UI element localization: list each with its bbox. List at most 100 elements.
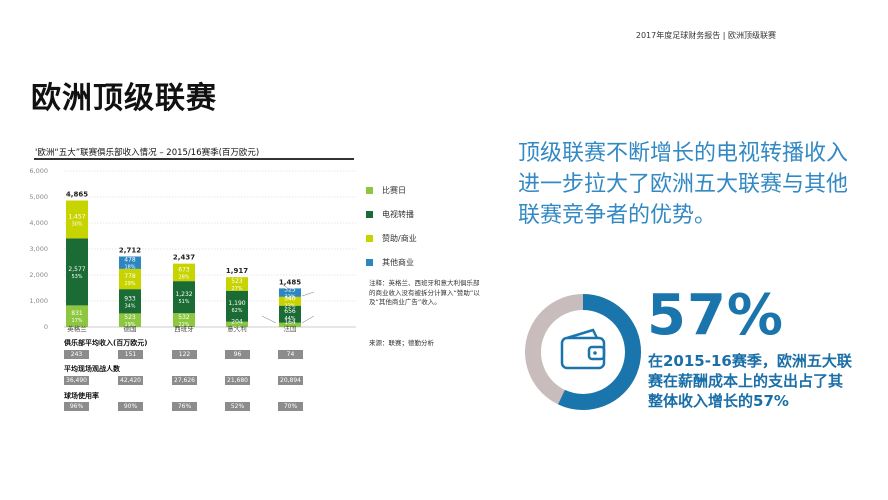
segment-share-label: 27% bbox=[231, 286, 242, 292]
x-category-label: 法国 bbox=[284, 324, 297, 333]
legend-label: 其他商业 bbox=[382, 257, 414, 267]
segment-share-label: 18% bbox=[124, 265, 135, 271]
bar-segment bbox=[226, 290, 248, 322]
segment-value-label: 673 bbox=[178, 266, 190, 273]
legend-label: 电视转播 bbox=[382, 209, 414, 219]
y-tick-label: 2,000 bbox=[29, 271, 48, 279]
x-category-label: 西班牙 bbox=[174, 324, 194, 333]
segment-value-label: 933 bbox=[124, 295, 136, 302]
percentage-donut bbox=[525, 294, 641, 410]
bar-segment bbox=[119, 313, 141, 327]
stat-cell: 122 bbox=[172, 350, 197, 359]
highlight-description: 在2015-16赛季，欧洲五大联赛在薪酬成本上的支出占了其整体收入增长的57% bbox=[648, 352, 852, 410]
report-header: 2017年度足球财务报告 | 欧洲顶级联赛 bbox=[635, 31, 776, 40]
stat-cell: 42,420 bbox=[118, 376, 143, 385]
segment-share-label: 11% bbox=[284, 327, 295, 333]
bar-segment bbox=[279, 288, 301, 297]
stat-cell: 52% bbox=[225, 402, 250, 411]
bar-total-label: 2,712 bbox=[119, 246, 141, 254]
segment-share-label: 51% bbox=[178, 299, 189, 305]
segment-value-label: 523 bbox=[124, 314, 136, 321]
segment-share-label: 22% bbox=[284, 295, 295, 301]
y-tick-label: 0 bbox=[44, 323, 48, 331]
y-tick-label: 1,000 bbox=[29, 297, 48, 305]
x-category-label: 德国 bbox=[124, 324, 137, 333]
segment-share-label: 53% bbox=[71, 274, 82, 280]
stat-cell: 27,626 bbox=[172, 376, 197, 385]
bar-segment bbox=[66, 200, 88, 239]
segment-share-label: 11% bbox=[231, 326, 242, 332]
stat-cell: 20,894 bbox=[278, 376, 303, 385]
segment-share-label: 28% bbox=[178, 274, 189, 280]
segment-value-label: 1,190 bbox=[228, 300, 245, 307]
y-tick-label: 6,000 bbox=[29, 167, 48, 175]
chart-divider bbox=[34, 158, 354, 160]
segment-value-label: 532 bbox=[178, 314, 190, 321]
stat-cell: 74 bbox=[278, 350, 303, 359]
bar-segment bbox=[279, 296, 301, 306]
stat-cell: 90% bbox=[118, 402, 143, 411]
bar-segment bbox=[226, 321, 248, 327]
bar-total-label: 4,865 bbox=[66, 191, 88, 199]
legend-item-other-commercial: 其他商业 bbox=[366, 250, 417, 274]
segment-value-label: 656 bbox=[284, 308, 296, 315]
segment-share-label: 19% bbox=[124, 322, 135, 328]
leader-line bbox=[301, 291, 315, 297]
stat-cell: 96% bbox=[64, 402, 89, 411]
bar-segment bbox=[279, 305, 301, 323]
stat-label-attendance: 平均现场观战人数 bbox=[64, 365, 120, 373]
y-tick-label: 5,000 bbox=[29, 193, 48, 201]
leader-line bbox=[261, 315, 277, 324]
bar-total-label: 1,917 bbox=[226, 267, 248, 275]
segment-value-label: 831 bbox=[71, 310, 83, 317]
segment-value-label: 204 bbox=[231, 318, 243, 325]
bar-total-label: 2,437 bbox=[173, 254, 195, 262]
bar-segment bbox=[279, 322, 301, 327]
segment-share-label: 22% bbox=[178, 322, 189, 328]
segment-value-label: 1,457 bbox=[68, 213, 85, 220]
legend-swatch-broadcast bbox=[366, 210, 373, 218]
page-title: 欧洲顶级联赛 bbox=[31, 81, 217, 116]
highlight-percent: 57% bbox=[647, 283, 785, 348]
stat-cell: 70% bbox=[278, 402, 303, 411]
segment-value-label: 1,232 bbox=[175, 291, 192, 298]
bar-segment bbox=[119, 256, 141, 269]
bar-segment bbox=[119, 268, 141, 290]
segment-value-label: 164 bbox=[284, 319, 296, 326]
legend-item-sponsorship: 赞助/商业 bbox=[366, 226, 417, 250]
segment-share-label: 34% bbox=[124, 303, 135, 309]
headline: 顶级联赛不断增长的电视转播收入进一步拉大了欧洲五大联赛与其他联赛竞争者的优势。 bbox=[518, 141, 849, 228]
segment-value-label: 778 bbox=[124, 273, 136, 280]
wallet-icon bbox=[560, 328, 606, 370]
segment-share-label: 44% bbox=[284, 316, 295, 322]
bar-total-label: 1,485 bbox=[279, 278, 301, 286]
segment-share-label: 30% bbox=[71, 221, 82, 227]
bar-segment bbox=[173, 263, 195, 282]
legend-swatch-matchday bbox=[366, 186, 373, 194]
segment-share-label: 29% bbox=[124, 281, 135, 287]
y-tick-label: 4,000 bbox=[29, 219, 48, 227]
bar-segment bbox=[66, 305, 88, 327]
stat-cell: 76% bbox=[172, 402, 197, 411]
stat-cell: 96 bbox=[225, 350, 250, 359]
segment-share-label: 62% bbox=[231, 308, 242, 314]
chart-source: 来源：联赛；德勤分析 bbox=[369, 339, 434, 347]
y-tick-label: 3,000 bbox=[29, 245, 48, 253]
x-category-label: 英格兰 bbox=[67, 324, 87, 333]
bar-segment bbox=[66, 238, 88, 306]
segment-share-label: 17% bbox=[71, 318, 82, 324]
segment-share-label: 23% bbox=[284, 303, 295, 309]
legend-item-broadcast: 电视转播 bbox=[366, 202, 417, 226]
leader-line bbox=[301, 315, 315, 324]
legend-label: 赞助/商业 bbox=[382, 233, 417, 243]
chart-legend: 比赛日 电视转播 赞助/商业 其他商业 bbox=[366, 178, 417, 274]
donut-filled-ring bbox=[525, 294, 641, 410]
legend-label: 比赛日 bbox=[382, 185, 406, 195]
segment-value-label: 478 bbox=[124, 257, 136, 264]
legend-item-matchday: 比赛日 bbox=[366, 178, 417, 202]
segment-value-label: 523 bbox=[231, 278, 243, 285]
stat-cell: 243 bbox=[64, 350, 89, 359]
segment-value-label: 325 bbox=[284, 287, 296, 294]
x-category-label: 意大利 bbox=[227, 324, 247, 333]
leader-line bbox=[281, 283, 291, 291]
